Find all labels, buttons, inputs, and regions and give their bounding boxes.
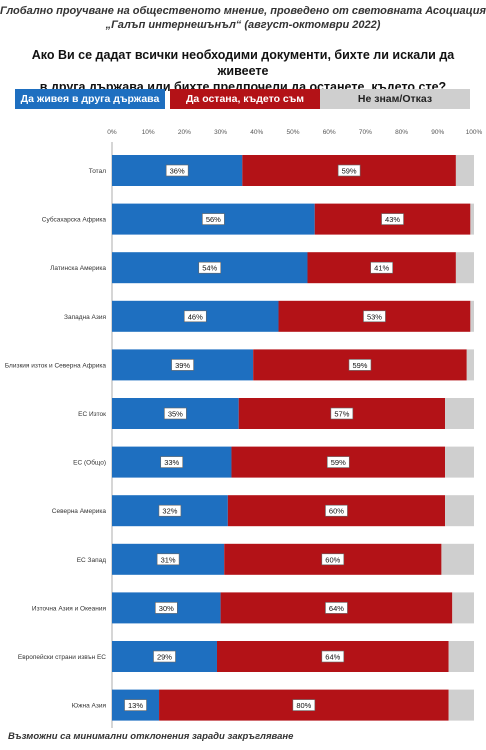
- chart-header: Глобално проучване на общественото мнени…: [0, 4, 486, 32]
- x-tick-label: 20%: [178, 129, 191, 136]
- category-label: Северна Америка: [52, 508, 107, 515]
- category-label: ЕС Запад: [77, 557, 107, 564]
- footnote: Възможни са минимални отклонения заради …: [8, 731, 294, 742]
- x-tick-label: 80%: [395, 129, 408, 136]
- x-tick-label: 100%: [466, 129, 483, 136]
- data-label: 60%: [329, 507, 344, 516]
- data-label: 60%: [325, 555, 340, 564]
- header-line-2: „Галъп интернешънъл“ (август-октомври 20…: [105, 19, 381, 31]
- bar-segment: [445, 446, 474, 478]
- chart-legend: Да живея в друга държава Да остана, къде…: [15, 89, 470, 109]
- data-label-box: [321, 650, 345, 663]
- data-label-box: [156, 553, 180, 566]
- data-label: 43%: [385, 215, 400, 224]
- legend-item-dont-know: Не знам/Отказ: [320, 89, 470, 109]
- data-label: 33%: [164, 458, 179, 467]
- data-label-box: [158, 504, 182, 517]
- data-label: 57%: [334, 410, 349, 419]
- data-label: 64%: [325, 653, 340, 662]
- data-label-box: [337, 164, 361, 177]
- category-label: Южна Азия: [72, 703, 107, 710]
- bar-segment: [466, 349, 474, 381]
- category-label: Латинска Америка: [50, 265, 106, 272]
- data-label-box: [363, 310, 386, 323]
- data-label-box: [198, 261, 222, 274]
- data-label: 35%: [168, 410, 183, 419]
- category-label: Европейски страни извън ЕС: [18, 653, 106, 661]
- bar-segment: [441, 543, 474, 575]
- data-label-box: [325, 602, 348, 614]
- data-label: 13%: [128, 701, 143, 710]
- category-label: ЕС (Общо): [73, 459, 106, 467]
- category-label: Западна Азия: [64, 314, 106, 321]
- data-label: 59%: [342, 167, 357, 176]
- data-label: 32%: [162, 507, 177, 516]
- bar-segment: [448, 641, 474, 672]
- data-label-box: [370, 261, 393, 274]
- x-tick-label: 10%: [142, 129, 155, 136]
- legend-item-move: Да живея в друга държава: [15, 89, 165, 109]
- data-label: 64%: [329, 604, 344, 613]
- x-tick-label: 90%: [431, 129, 444, 136]
- data-label: 59%: [352, 361, 367, 370]
- data-label: 46%: [188, 312, 203, 321]
- survey-question: Ако Ви се дадат всички необходими докуме…: [6, 47, 480, 95]
- x-tick-label: 50%: [286, 129, 299, 136]
- bar-segment: [445, 495, 474, 527]
- x-tick-label: 40%: [250, 129, 263, 136]
- data-label-box: [202, 213, 225, 225]
- data-label-box: [292, 699, 316, 711]
- data-label-box: [330, 407, 354, 420]
- data-label: 59%: [331, 458, 346, 467]
- data-label-box: [160, 456, 184, 468]
- data-label-box: [165, 164, 189, 177]
- data-label: 53%: [367, 312, 382, 321]
- data-label-box: [164, 407, 187, 420]
- category-label: Близкия изток и Северна Африка: [5, 362, 107, 369]
- data-label-box: [124, 699, 147, 711]
- bar-segment: [455, 155, 474, 186]
- data-label: 41%: [374, 264, 389, 273]
- category-label: Източна Азия и Океания: [32, 605, 107, 612]
- category-label: Тотал: [89, 168, 106, 175]
- x-tick-label: 70%: [359, 129, 372, 136]
- data-label-box: [325, 504, 348, 517]
- data-label: 39%: [175, 361, 190, 370]
- data-label-box: [321, 553, 345, 566]
- data-label: 54%: [202, 264, 217, 273]
- data-label: 56%: [206, 215, 221, 224]
- data-label: 80%: [296, 701, 311, 710]
- category-label: ЕС Изток: [78, 411, 106, 418]
- data-label: 31%: [161, 555, 176, 564]
- stacked-bar-chart: 0% 10% 20% 30% 40% 50% 60% 70% 80% 90% 100% Тотал 36…: [5, 129, 483, 728]
- legend-item-stay: Да остана, където съм: [170, 89, 320, 109]
- bar-segment: [455, 252, 474, 284]
- header-line-1: Глобално проучване на общественото мнени…: [0, 5, 486, 17]
- data-label-box: [381, 213, 404, 225]
- question-line-1: Ако Ви се дадат всички необходими докуме…: [31, 48, 455, 78]
- bar-segment: [452, 592, 474, 624]
- bar-segment: [470, 300, 474, 332]
- x-tick-label: 30%: [214, 129, 227, 136]
- data-label: 29%: [157, 653, 172, 662]
- category-label: Субсахарска Африка: [42, 216, 107, 224]
- data-label-box: [348, 359, 372, 371]
- data-label-box: [326, 456, 350, 468]
- x-tick-label: 0%: [107, 129, 117, 136]
- data-label-box: [153, 650, 176, 663]
- bar-segment: [445, 398, 474, 429]
- data-label: 30%: [159, 604, 174, 613]
- x-tick-label: 60%: [323, 129, 336, 136]
- data-label-box: [155, 602, 178, 614]
- bar-segment: [448, 689, 474, 721]
- data-label-box: [171, 359, 194, 371]
- data-label-box: [183, 310, 207, 323]
- data-label: 36%: [170, 167, 185, 176]
- bar-segment: [470, 203, 474, 235]
